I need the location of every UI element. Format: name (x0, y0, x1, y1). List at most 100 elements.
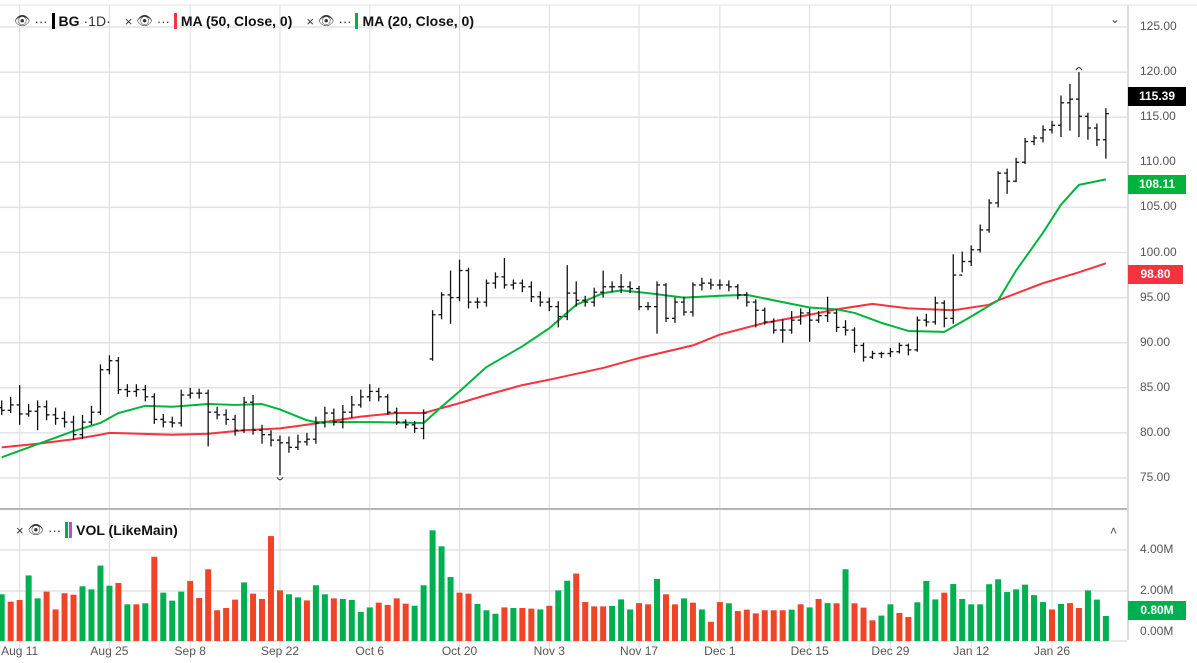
ohlc-bar (366, 384, 373, 402)
volume-bar (977, 604, 984, 641)
close-icon[interactable]: × (306, 13, 314, 29)
ohlc-bar (645, 302, 652, 311)
ohlc-bar (627, 281, 634, 294)
volume-bar (555, 590, 562, 641)
volume-bar (546, 605, 553, 641)
time-tick-label: Jan 26 (1033, 644, 1071, 658)
volume-bar (671, 604, 678, 641)
volume-bar (995, 579, 1002, 641)
ohlc-bar (465, 267, 472, 309)
volume-bar (725, 603, 732, 641)
volume-bar (887, 604, 894, 641)
ohlc-bar (986, 199, 993, 233)
ohlc-bar (528, 281, 535, 303)
eye-icon[interactable]: 👁 (136, 13, 153, 28)
ohlc-bar (241, 396, 248, 433)
ohlc-bar (806, 308, 813, 342)
symbol-label[interactable]: BG (58, 13, 80, 29)
volume-bar (932, 599, 939, 641)
volume-bar (1004, 592, 1011, 641)
volume-bar (151, 556, 158, 641)
ohlc-bar (689, 282, 696, 317)
volume-bar (420, 585, 427, 641)
volume-bar (52, 609, 59, 641)
volume-bar (348, 600, 355, 641)
more-icon[interactable]: ··· (48, 522, 62, 538)
ohlc-bar (429, 310, 436, 361)
ohlc-bar (582, 295, 589, 307)
volume-bar (609, 605, 616, 641)
volume-bar (1031, 595, 1038, 641)
eye-icon[interactable]: 👁 (14, 13, 31, 28)
volume-bar (869, 620, 876, 641)
volume-bar (393, 598, 400, 641)
time-tick-label: Sep 8 (174, 644, 206, 658)
ma50-label[interactable]: MA (50, Close, 0) (180, 13, 293, 29)
ohlc-bar (97, 364, 104, 415)
volume-bar (923, 580, 930, 641)
volume-bar (232, 599, 239, 641)
volume-bar (1102, 616, 1109, 641)
ohlc-bar (1049, 120, 1056, 134)
chevron-up-icon[interactable]: ˄ (1110, 524, 1118, 538)
ma20-swatch (355, 13, 359, 29)
volume-bar (680, 598, 687, 641)
ohlc-bar (402, 419, 409, 429)
ohlc-bar (842, 320, 849, 336)
volume-bar (61, 593, 68, 641)
ohlc-bar (707, 278, 714, 290)
volume-bar (914, 602, 921, 641)
volume-legend: × 👁 ··· VOL (LikeMain) (16, 522, 178, 538)
ohlc-bar (0, 400, 5, 415)
close-icon[interactable]: × (16, 522, 24, 538)
volume-bar (645, 604, 652, 641)
eye-icon[interactable]: 👁 (317, 13, 335, 28)
ohlc-bar (725, 280, 732, 292)
volume-bar (1084, 590, 1091, 641)
price-tick-label: 120.00 (1140, 64, 1177, 79)
price-tick-label: 80.00 (1140, 424, 1171, 439)
ohlc-bar (294, 434, 301, 451)
volume-bar (878, 615, 885, 641)
volume-bar (941, 592, 948, 641)
volume-bar (79, 586, 86, 641)
close-icon[interactable]: × (124, 13, 133, 29)
ohlc-bar (896, 342, 903, 354)
volume-bar (106, 585, 113, 641)
ohlc-bar (770, 318, 777, 334)
more-icon[interactable]: ··· (156, 13, 170, 29)
ohlc-bar (321, 406, 328, 428)
more-icon[interactable]: ··· (34, 13, 48, 29)
ohlc-bar (977, 224, 984, 253)
more-icon[interactable]: ··· (338, 13, 352, 29)
volume-bar (223, 608, 230, 641)
volume-bar (537, 609, 544, 641)
ohlc-bar (223, 409, 230, 425)
volume-bar (339, 598, 346, 641)
volume-bar (187, 580, 194, 641)
ma20-label[interactable]: MA (20, Close, 0) (362, 13, 474, 29)
ohlc-bar (815, 311, 822, 323)
ohlc-bar (833, 309, 840, 332)
eye-icon[interactable]: 👁 (27, 522, 45, 537)
interval-label[interactable]: ·1D· (83, 13, 111, 29)
volume-bar (196, 597, 203, 641)
ohlc-bar (860, 342, 867, 362)
ohlc-bar (151, 393, 158, 424)
volume-bar (968, 604, 975, 641)
ohlc-bar (259, 424, 266, 444)
volume-bar (743, 609, 750, 641)
price-tick-label: 75.00 (1140, 470, 1171, 484)
volume-bar (1075, 608, 1082, 641)
chevron-down-icon[interactable]: ⌄ (1110, 12, 1121, 26)
volume-bar (905, 617, 912, 641)
price-tick-label: 115.00 (1140, 109, 1176, 124)
volume-label[interactable]: VOL (LikeMain) (76, 522, 178, 538)
ohlc-bar (555, 301, 562, 328)
ohlc-bar (573, 281, 580, 307)
ohlc-bar (1066, 83, 1073, 131)
time-tick-label: Jan 12 (953, 644, 990, 658)
ohlc-bar (348, 395, 355, 418)
ohlc-bar (52, 407, 59, 425)
